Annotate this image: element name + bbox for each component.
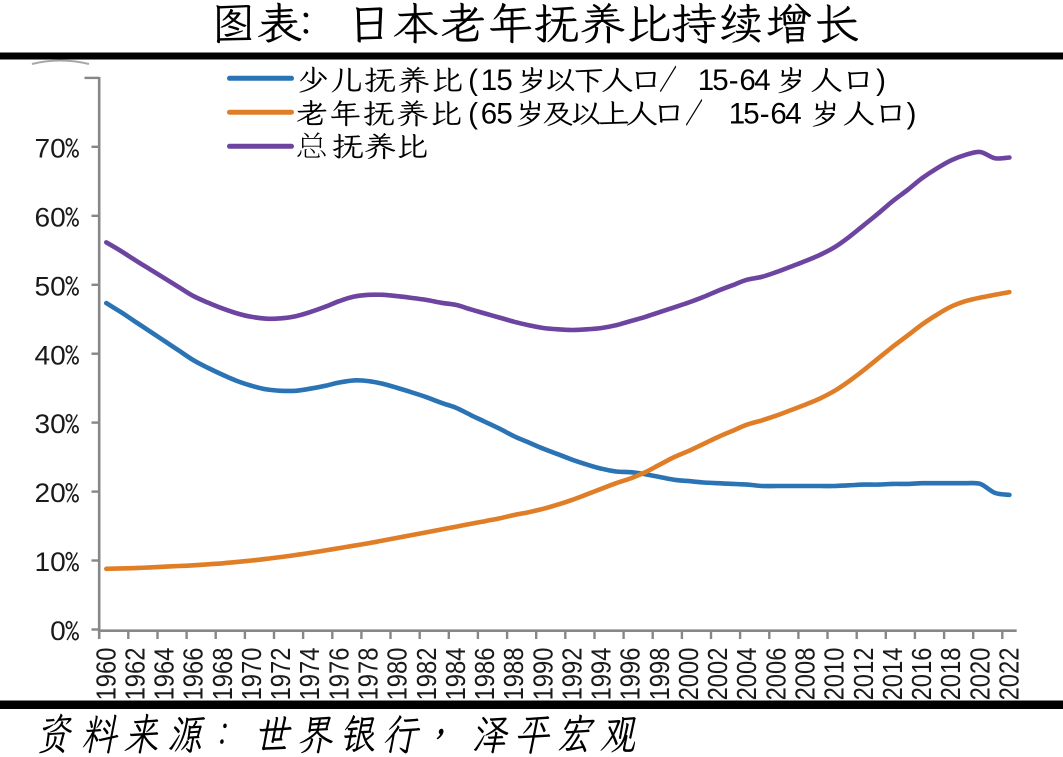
svg-text:-: - <box>760 98 770 131</box>
svg-text:1996: 1996 <box>614 648 646 701</box>
svg-text:1988: 1988 <box>497 648 529 701</box>
svg-text:1980: 1980 <box>381 648 413 701</box>
svg-text:2016: 2016 <box>905 648 937 701</box>
svg-text:(: ( <box>468 64 478 97</box>
svg-text:2010: 2010 <box>818 648 850 701</box>
svg-text:2022: 2022 <box>993 648 1025 701</box>
svg-text:4: 4 <box>785 98 801 131</box>
svg-text:5: 5 <box>712 64 728 97</box>
svg-text:1: 1 <box>481 64 497 97</box>
svg-text:40: 40 <box>35 340 66 370</box>
svg-text:5: 5 <box>496 64 512 97</box>
svg-text:): ) <box>907 98 917 131</box>
svg-text:2008: 2008 <box>789 648 821 701</box>
svg-text:2020: 2020 <box>963 648 995 701</box>
svg-text:2002: 2002 <box>701 648 733 701</box>
svg-text:1972: 1972 <box>264 648 296 701</box>
svg-text:1982: 1982 <box>410 648 442 701</box>
svg-text:6: 6 <box>739 64 755 97</box>
svg-text:60: 60 <box>35 202 66 232</box>
svg-text:2014: 2014 <box>876 648 908 701</box>
svg-text:30: 30 <box>35 409 66 439</box>
svg-text:50: 50 <box>35 271 66 301</box>
svg-text:-: - <box>729 64 739 97</box>
svg-text:1: 1 <box>729 98 745 131</box>
svg-text:2018: 2018 <box>934 648 966 701</box>
svg-text:1986: 1986 <box>468 648 500 701</box>
svg-text:1976: 1976 <box>323 648 355 701</box>
svg-text:10: 10 <box>35 547 66 577</box>
svg-text:1994: 1994 <box>585 648 617 701</box>
svg-text:2000: 2000 <box>672 648 704 701</box>
svg-text:70: 70 <box>35 133 66 163</box>
svg-text:1968: 1968 <box>206 648 238 701</box>
svg-text:0: 0 <box>50 616 66 646</box>
svg-text:): ) <box>876 64 886 97</box>
svg-text:1964: 1964 <box>148 648 180 701</box>
svg-text:1992: 1992 <box>556 648 588 701</box>
svg-text:6: 6 <box>481 98 497 131</box>
svg-text:2006: 2006 <box>760 648 792 701</box>
svg-text:1970: 1970 <box>235 648 267 701</box>
svg-text:2004: 2004 <box>730 648 762 701</box>
svg-text:1978: 1978 <box>352 648 384 701</box>
svg-text:5: 5 <box>496 98 512 131</box>
svg-text:1990: 1990 <box>526 648 558 701</box>
svg-text:1974: 1974 <box>293 648 325 701</box>
svg-text:1966: 1966 <box>177 648 209 701</box>
svg-text:5: 5 <box>743 98 759 131</box>
svg-text:1998: 1998 <box>643 648 675 701</box>
svg-text:(: ( <box>468 98 478 131</box>
svg-text:1962: 1962 <box>119 648 151 701</box>
svg-text:6: 6 <box>770 98 786 131</box>
svg-text:1984: 1984 <box>439 648 471 701</box>
svg-text:2012: 2012 <box>847 648 879 701</box>
svg-text:4: 4 <box>754 64 770 97</box>
svg-text:20: 20 <box>35 478 66 508</box>
svg-text:1: 1 <box>698 64 714 97</box>
svg-text:1960: 1960 <box>89 648 121 701</box>
